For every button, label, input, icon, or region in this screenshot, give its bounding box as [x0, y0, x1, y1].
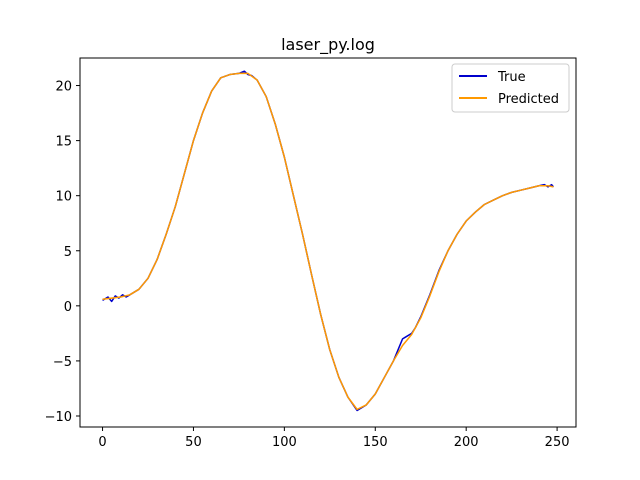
x-tick-label: 100: [272, 435, 297, 450]
axes-frame: [79, 57, 577, 428]
chart-title: laser_py.log: [281, 35, 375, 55]
x-tick-label: 50: [185, 435, 202, 450]
x-tick-label: 0: [98, 435, 106, 450]
legend-label-true: True: [497, 70, 526, 85]
series-line-predicted: [102, 72, 554, 411]
y-tick-label: 15: [55, 135, 72, 150]
x-tick-label: 250: [545, 435, 570, 450]
y-tick-label: 0: [64, 300, 72, 315]
plot-area: 0 50 100 150 200 250 −10 −5 0 5 10 15 20: [45, 57, 577, 450]
y-tick-label: −5: [53, 355, 72, 370]
y-tick-label: −10: [45, 410, 72, 425]
x-tick-label: 200: [454, 435, 479, 450]
y-tick-label: 20: [55, 80, 72, 95]
y-tick-label: 10: [55, 190, 72, 205]
y-tick-label: 5: [64, 245, 72, 260]
legend-label-predicted: Predicted: [498, 92, 559, 107]
legend: True Predicted: [451, 63, 570, 113]
x-tick-label: 150: [363, 435, 388, 450]
